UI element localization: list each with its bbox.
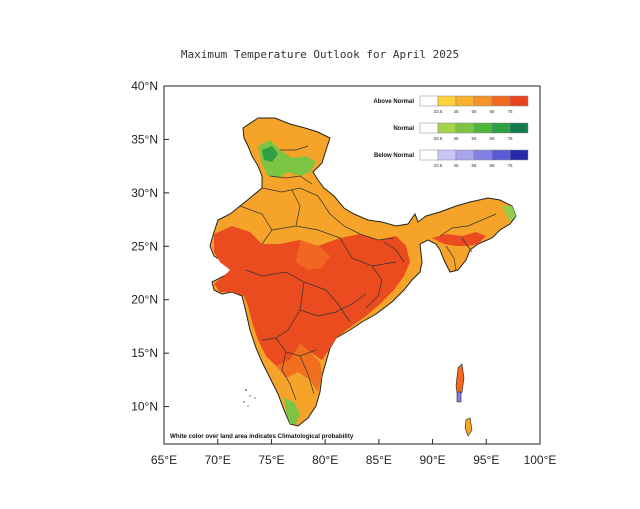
legend-swatch — [491, 95, 511, 107]
legend-group-label: Below Normal — [374, 153, 414, 159]
legend-swatch — [473, 122, 493, 134]
x-tick-label: 75°E — [258, 453, 284, 467]
y-tick-label: 10°N — [131, 400, 158, 414]
legend-tick-label: 65 — [489, 163, 495, 168]
legend-tick-label: 45 — [453, 163, 459, 168]
legend-swatch — [473, 95, 493, 107]
y-tick-label: 30°N — [131, 186, 158, 200]
legend-swatch — [455, 149, 475, 161]
legend-swatch — [419, 149, 439, 161]
legend-tick-label: 75 — [507, 136, 513, 141]
legend-swatch — [509, 95, 529, 107]
y-tick-label: 25°N — [131, 239, 158, 253]
legend-group-label: Above Normal — [373, 99, 414, 105]
x-tick-label: 70°E — [205, 453, 231, 467]
map-footnote: White color over land area indicates Cli… — [170, 433, 354, 440]
legend-tick-label: 33.5 — [434, 109, 443, 114]
map-title: Maximum Temperature Outlook for April 20… — [180, 48, 460, 61]
legend-swatch — [437, 149, 457, 161]
legend-tick-label: 33.5 — [434, 163, 443, 168]
legend-tick-label: 75 — [507, 109, 513, 114]
lakshadweep-islands — [243, 388, 256, 407]
legend-swatch — [473, 149, 493, 161]
legend-tick-label: 55 — [471, 163, 477, 168]
legend-swatch — [491, 149, 511, 161]
legend-tick-label: 65 — [489, 109, 495, 114]
andaman-nicobar-islands — [455, 363, 473, 437]
legend-tick-label: 55 — [471, 109, 477, 114]
x-tick-label: 95°E — [473, 453, 499, 467]
legend-swatch — [455, 122, 475, 134]
legend-tick-label: 65 — [489, 136, 495, 141]
x-tick-label: 65°E — [151, 453, 177, 467]
y-tick-label: 15°N — [131, 346, 158, 360]
normal-north-dark — [262, 146, 278, 162]
x-tick-label: 85°E — [366, 453, 392, 467]
legend-swatch — [455, 95, 475, 107]
y-tick-label: 35°N — [131, 132, 158, 146]
above-normal-high-region — [214, 226, 410, 366]
legend-swatch — [491, 122, 511, 134]
x-axis: 65°E 70°E 75°E 80°E 85°E 90°E 95°E 100°E — [151, 439, 556, 467]
legend-tick-label: 45 — [453, 109, 459, 114]
legend-swatch — [419, 122, 439, 134]
x-tick-label: 90°E — [419, 453, 445, 467]
legend-tick-label: 75 — [507, 163, 513, 168]
y-tick-label: 40°N — [131, 79, 158, 93]
legend-swatch — [437, 122, 457, 134]
legend-group-label: Normal — [393, 126, 414, 132]
y-axis: 40°N 35°N 30°N 25°N 20°N 15°N 10°N — [131, 79, 169, 414]
x-tick-label: 100°E — [524, 453, 557, 467]
state-boundaries — [239, 145, 497, 401]
above-normal-mid-region — [296, 240, 330, 270]
above-normal-high-northeast — [432, 232, 486, 246]
legend-swatch — [419, 95, 439, 107]
legend-tick-label: 33.5 — [434, 136, 443, 141]
above-normal-mid-south — [276, 344, 322, 392]
probability-legend: Above Normal 33.5 45 55 65 75 Normal 33.5 45 55 65… — [373, 95, 529, 168]
legend-swatch — [437, 95, 457, 107]
normal-northeast-edge — [502, 206, 516, 222]
legend-swatch — [509, 122, 529, 134]
y-tick-label: 20°N — [131, 293, 158, 307]
x-tick-label: 80°E — [312, 453, 338, 467]
normal-south-region — [284, 398, 300, 424]
legend-tick-label: 55 — [471, 136, 477, 141]
legend-swatch — [509, 149, 529, 161]
legend-tick-label: 45 — [453, 136, 459, 141]
